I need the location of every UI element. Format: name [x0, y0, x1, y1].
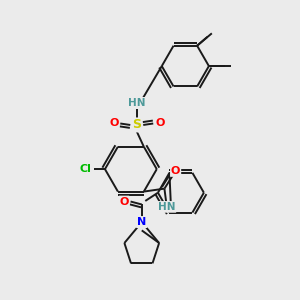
Text: O: O: [119, 196, 129, 206]
Text: HN: HN: [128, 98, 146, 108]
Text: HN: HN: [158, 202, 175, 212]
Text: N: N: [137, 217, 146, 227]
Text: O: O: [171, 166, 180, 176]
Text: Cl: Cl: [80, 164, 92, 174]
Text: N: N: [137, 217, 146, 227]
Text: O: O: [155, 118, 164, 128]
Text: S: S: [132, 118, 141, 131]
Text: O: O: [109, 118, 119, 128]
